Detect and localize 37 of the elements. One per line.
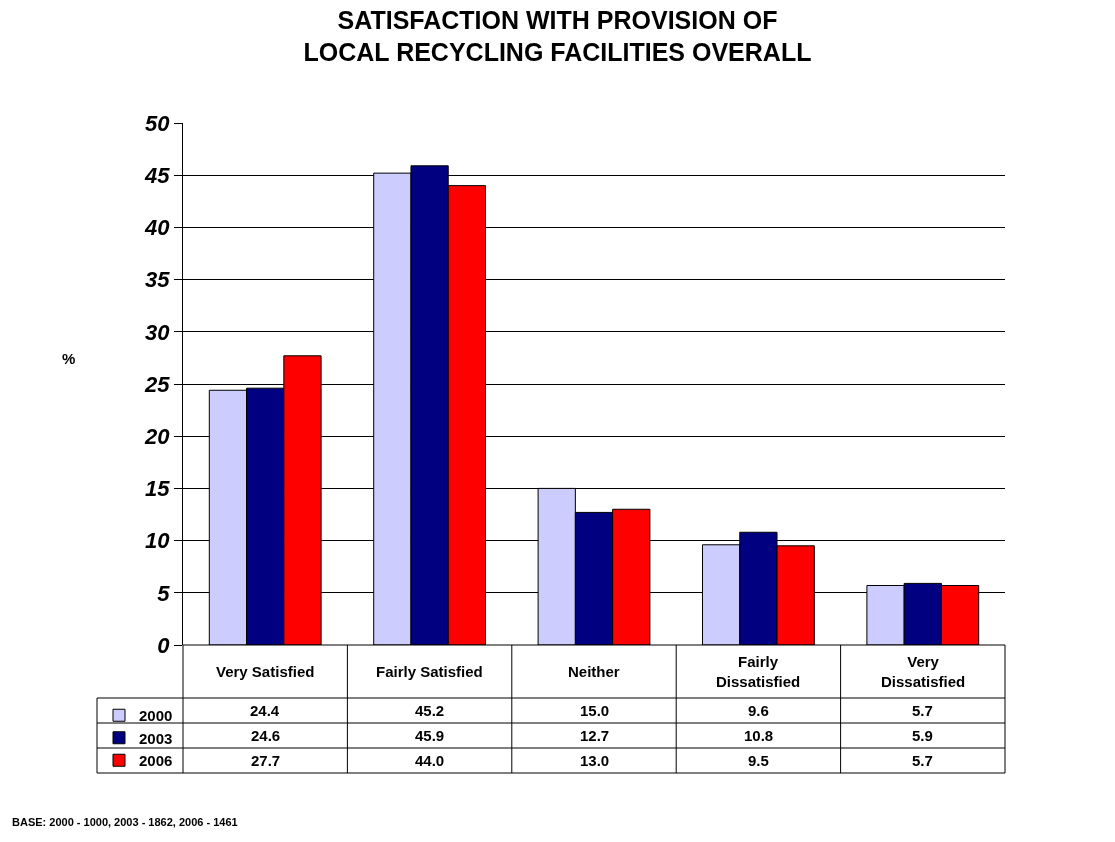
y-tick-label: 30 [145, 319, 171, 345]
y-tick-label: 35 [145, 267, 171, 293]
legend-label: 2003 [139, 729, 173, 747]
y-tick-label: 45 [144, 162, 171, 188]
data-label: 13.0 [580, 752, 610, 769]
y-tick-label: 10 [145, 528, 171, 554]
legend-label: 2000 [139, 707, 173, 725]
data-label: 5.9 [912, 727, 933, 744]
data-label: 45.9 [415, 727, 445, 744]
y-tick-label: 25 [144, 371, 171, 397]
data-label: 45.2 [415, 702, 445, 719]
x-tick-label: Fairly Dissatisfied [716, 653, 801, 690]
y-tick-label: 40 [144, 215, 171, 241]
x-tick-label: Fairly Satisfied [376, 663, 483, 680]
data-label: 27.7 [251, 752, 281, 769]
data-label: 24.4 [250, 702, 280, 719]
data-label: 24.6 [251, 727, 281, 744]
x-tick-label: Very Dissatisfied [881, 653, 966, 690]
data-label: 44.0 [415, 752, 445, 769]
data-label: 15.0 [580, 702, 610, 719]
y-tick-label: 15 [145, 476, 171, 502]
data-label: 10.8 [744, 727, 774, 744]
chart-title: SATISFACTION WITH PROVISION OF LOCAL RECYCLING FACILITIES OVERALL [303, 5, 812, 67]
data-label: 9.5 [748, 752, 769, 769]
y-tick-label: 20 [144, 423, 171, 449]
text: BASE: 2000 - 1000, 2003 - 1862, 2006 - 1461 [12, 816, 238, 828]
x-tick-label: Neither [568, 663, 620, 680]
data-label: 5.7 [912, 752, 933, 769]
legend-label: 2006 [139, 752, 173, 770]
data-label: 12.7 [580, 727, 610, 744]
data-label: 5.7 [912, 702, 933, 719]
x-tick-label: Very Satisfied [216, 663, 315, 680]
data-label: 9.6 [748, 702, 769, 719]
y-tick-label: 5 [157, 580, 171, 606]
y-tick-label: 0 [157, 632, 171, 658]
y-axis-title: % [62, 350, 76, 367]
y-tick-label: 50 [145, 110, 171, 136]
